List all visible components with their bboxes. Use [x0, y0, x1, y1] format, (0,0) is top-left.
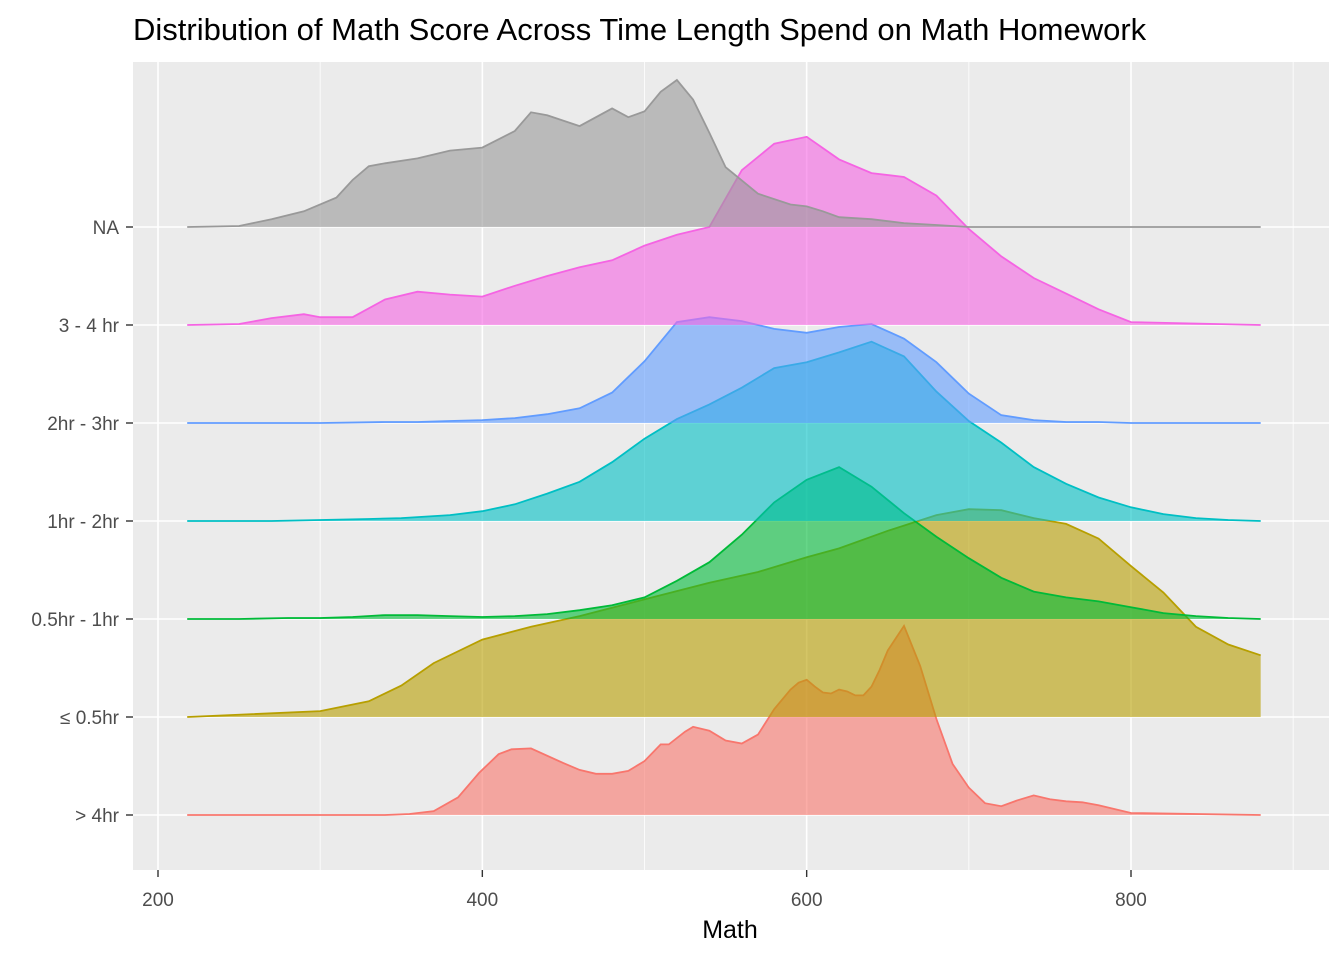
- y-tick-label: NA: [93, 218, 120, 239]
- chart-title: Distribution of Math Score Across Time L…: [133, 12, 1147, 47]
- y-tick-label: ≤ 0.5hr: [60, 708, 120, 729]
- y-axis-labels: > 4hr ≤ 0.5hr 0.5hr - 1hr 1hr - 2hr 2hr - 3h…: [31, 218, 133, 827]
- y-tick-label: 2hr - 3hr: [47, 414, 119, 435]
- ridge-fill: [187, 341, 1261, 521]
- ridge-3: [187, 466, 1261, 620]
- x-axis-labels: 200 400 600 800: [142, 870, 1147, 911]
- x-tick-label: 200: [142, 890, 174, 911]
- y-tick-label: 1hr - 2hr: [47, 512, 119, 533]
- x-tick-label: 400: [466, 890, 498, 911]
- ridge-outline: [187, 135, 1261, 326]
- ridge-outline: [187, 466, 1261, 620]
- density-ridges: [187, 78, 1261, 816]
- ridge-fill: [187, 136, 1261, 325]
- x-tick-label: 600: [791, 890, 823, 911]
- ridge-6: [187, 135, 1261, 326]
- x-tick-label: 800: [1115, 890, 1147, 911]
- ridge-fill: [187, 317, 1261, 423]
- ridge-fill: [187, 625, 1261, 815]
- ridge-fill: [187, 467, 1261, 619]
- y-tick-label: 3 - 4 hr: [59, 316, 120, 337]
- ridge-fill: [187, 80, 1261, 227]
- ridge-outline: [187, 78, 1261, 228]
- ridge-7: [187, 78, 1261, 228]
- y-tick-label: 0.5hr - 1hr: [31, 610, 119, 631]
- y-tick-label: > 4hr: [75, 806, 120, 827]
- x-axis-title: Math: [702, 916, 758, 944]
